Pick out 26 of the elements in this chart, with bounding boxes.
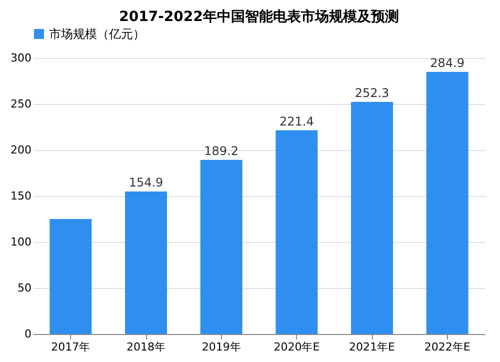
y-tick-label: 0 [24,328,32,340]
bar [426,72,468,334]
y-tick-label: 300 [10,52,32,64]
bar [276,130,318,334]
legend-label: 市场规模（亿元） [49,27,145,41]
x-tick-label: 2021年E [349,340,396,354]
y-tick-label: 250 [10,98,32,110]
y-tick-label: 150 [10,190,32,202]
y-tick-label: 200 [10,144,32,156]
bar [351,102,393,334]
y-tick-label: 50 [18,282,32,294]
x-tick-label: 2020年E [274,340,320,354]
x-tick-label: 2018年 [126,340,166,354]
data-label: 252.3 [354,86,390,100]
data-label: 284.9 [430,56,465,70]
bar [200,160,242,334]
y-tick-label: 100 [10,236,32,248]
data-label: 221.4 [279,114,314,128]
x-tick-label: 2022年E [424,340,470,354]
data-label: 154.9 [128,175,164,190]
chart-title: 2017-2022年中国智能电表市场规模及预测 [119,8,399,25]
bar [50,219,92,334]
bar [125,191,167,334]
data-label: 189.2 [204,144,239,158]
x-tick-label: 2017年 [51,340,90,354]
x-tick-label: 2019年 [202,340,241,354]
